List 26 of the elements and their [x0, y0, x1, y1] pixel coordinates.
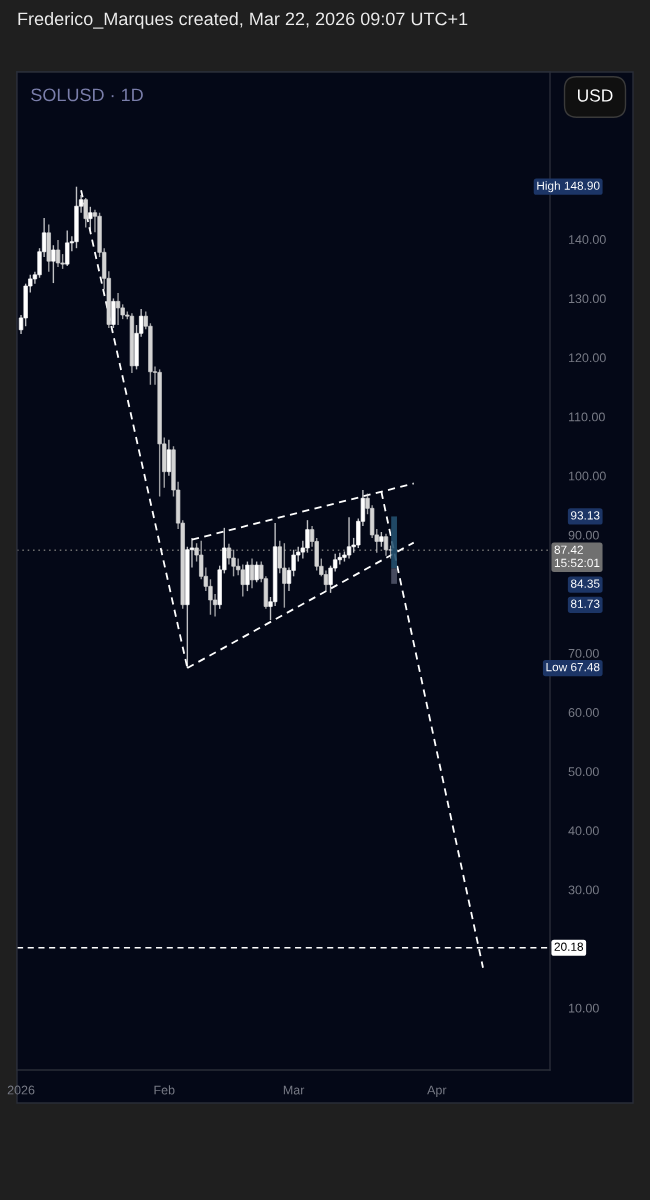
y-tick-label: 50.00	[568, 767, 599, 777]
y-tick-label: 60.00	[568, 708, 599, 717]
text: 81.73	[570, 599, 600, 608]
text: 84.35	[570, 579, 600, 588]
text: 93.13	[571, 511, 600, 520]
y-axis-title: USD	[578, 89, 613, 102]
y-tick-label: 40.00	[568, 826, 599, 836]
annotation: Low 67.48	[546, 662, 600, 672]
y-tick-label: 70.00	[568, 648, 599, 658]
y-tick-label: 100.00	[569, 471, 606, 481]
y-tick-label: 30.00	[568, 885, 599, 895]
x-tick-label: Mar	[283, 1085, 305, 1095]
y-tick-label: 140.00	[569, 235, 606, 244]
y-tick-label: 130.00	[569, 294, 606, 304]
annotation: High 148.90	[537, 181, 600, 193]
x-tick-label: 2026	[7, 1085, 35, 1095]
ref-line-label: 20.18	[554, 942, 584, 951]
y-tick-label: 120.00	[569, 353, 606, 363]
x-tick-label: Feb	[154, 1085, 175, 1095]
ref-line-label: 87.42 15:52:01	[554, 545, 600, 568]
chart-subtitle: Frederico_Marques created, Mar 22, 2026 09:07 UTC+1	[18, 12, 468, 29]
y-tick-label: 90.00	[568, 530, 599, 540]
y-tick-label: 10.00	[569, 1003, 599, 1013]
x-tick-label: Apr	[427, 1085, 447, 1097]
y-tick-label: 110.00	[569, 412, 605, 422]
text: SOLUSD · 1D	[31, 88, 143, 102]
